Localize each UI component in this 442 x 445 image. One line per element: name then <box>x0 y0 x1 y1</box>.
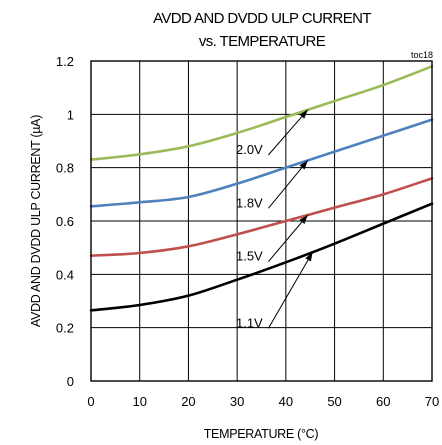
y-tick-label: 0.4 <box>56 267 74 282</box>
y-tick-label: 1.2 <box>56 54 74 69</box>
annotation-arrowhead <box>299 215 308 224</box>
y-tick-label: 0.2 <box>56 321 74 336</box>
annotation-arrowhead <box>299 109 308 119</box>
y-axis-label: AVDD AND DVDD ULP CURRENT (µA) <box>29 115 43 327</box>
x-tick-label: 70 <box>425 394 439 409</box>
x-tick-label: 30 <box>230 394 244 409</box>
series-layer <box>89 65 434 312</box>
y-tick-label: 0 <box>67 374 74 389</box>
chart-subtitle: vs. TEMPERATURE <box>199 33 326 50</box>
annotation-label: 2.0V <box>236 142 263 157</box>
annotation-label: 1.5V <box>236 249 263 264</box>
annotation-arrowhead <box>299 160 308 170</box>
plot-frame <box>90 60 433 382</box>
x-axis-label: TEMPERATURE (°C) <box>204 427 319 441</box>
series-line-1-1v <box>89 202 434 312</box>
chart-note: toc18 <box>411 50 433 60</box>
tick-layer: 0 10 20 30 40 50 60 70 0 0.2 0.4 0.6 0.8 1 1.2 <box>56 54 439 409</box>
x-tick-label: 40 <box>279 394 293 409</box>
annotation-arrowhead <box>305 252 313 262</box>
x-tick-label: 0 <box>87 394 94 409</box>
annotation-layer: 2.0V 1.8V 1.5V 1.1V <box>236 109 314 330</box>
annotation-label: 1.1V <box>236 315 263 330</box>
annotation-arrow <box>267 109 309 156</box>
annotation-label: 1.8V <box>236 195 263 210</box>
y-tick-label: 0.6 <box>56 214 74 229</box>
annotation-arrow <box>267 251 314 329</box>
y-tick-label: 1 <box>67 107 74 122</box>
x-tick-label: 50 <box>327 394 341 409</box>
x-tick-label: 60 <box>376 394 390 409</box>
series-line-2-0v <box>89 65 434 161</box>
series-line-1-8v <box>89 118 434 208</box>
chart-title: AVDD AND DVDD ULP CURRENT <box>153 10 371 27</box>
series-line-1-5v <box>89 177 434 257</box>
grid-layer <box>91 61 432 381</box>
y-tick-label: 0.8 <box>56 161 74 176</box>
x-tick-label: 20 <box>181 394 195 409</box>
x-tick-label: 10 <box>132 394 146 409</box>
annotation-arrow <box>267 214 309 262</box>
annotation-arrow <box>267 160 309 209</box>
